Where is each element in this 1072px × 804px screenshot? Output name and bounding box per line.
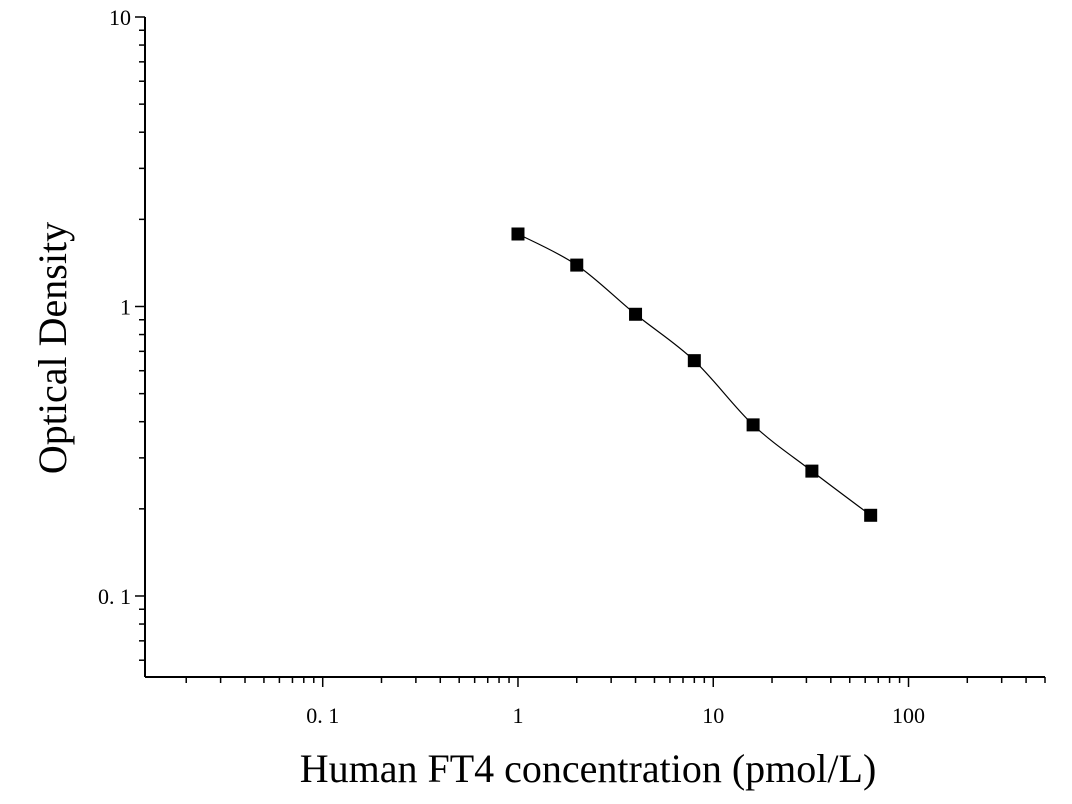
x-axis-tick-labels: 0. 1 1 10 100	[306, 703, 925, 728]
x-axis-ticks	[185, 677, 1046, 687]
x-tick-label: 1	[512, 703, 523, 728]
y-tick-label: 0. 1	[98, 584, 131, 609]
data-point	[746, 418, 760, 432]
x-tick-label: 0. 1	[306, 703, 339, 728]
y-tick-label: 10	[109, 5, 131, 30]
y-axis-title: Optical Density	[30, 222, 75, 474]
y-axis-tick-labels: 0. 1 1 10	[98, 5, 131, 609]
data-point	[570, 258, 584, 272]
x-tick-label: 10	[702, 703, 724, 728]
data-point	[864, 508, 878, 522]
x-axis-title: Human FT4 concentration (pmol/L)	[300, 746, 877, 791]
data-point	[511, 227, 525, 241]
x-tick-label: 100	[892, 703, 925, 728]
data-point	[629, 307, 643, 321]
y-axis-ticks	[135, 16, 145, 661]
y-tick-label: 1	[120, 294, 131, 319]
data-point	[805, 464, 819, 478]
data-points	[511, 227, 878, 522]
axes	[144, 17, 1045, 678]
data-point	[687, 354, 701, 368]
